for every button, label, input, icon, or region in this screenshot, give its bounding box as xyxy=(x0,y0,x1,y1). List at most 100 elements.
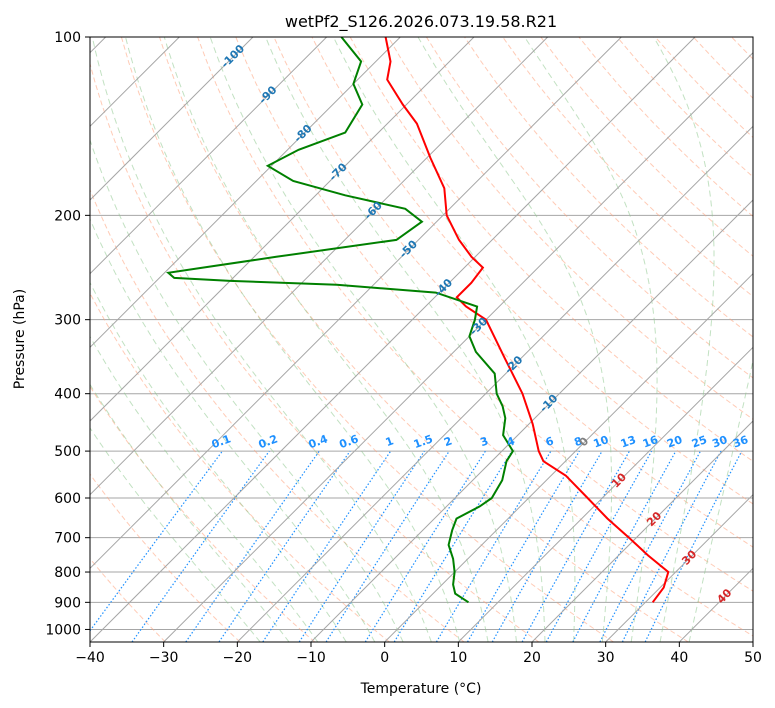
mixing-ratio-line xyxy=(131,450,270,642)
x-tick-label: 40 xyxy=(670,650,688,666)
mixing-ratio-label: 20 xyxy=(665,433,684,451)
dry-adiabat-line xyxy=(90,188,465,642)
isotherm-line xyxy=(90,37,328,275)
line-labels: 0.1 0.2 0.4 0.6 1 1.5 2 3 4 6 8 10 13 16 20 25 30 36-100-… xyxy=(210,42,750,606)
mixing-ratio-label: 3 xyxy=(478,434,490,449)
dry-adiabat-line xyxy=(349,37,753,462)
x-tick-label: −20 xyxy=(223,650,253,666)
mixing-ratio-label: 16 xyxy=(641,433,660,451)
isotherm-line xyxy=(236,125,753,642)
y-tick-label: 400 xyxy=(54,387,81,403)
mixing-ratio-line xyxy=(621,450,722,642)
isotherm-line xyxy=(457,346,753,642)
mixing-ratio-label: 30 xyxy=(710,433,729,451)
x-tick-label: 0 xyxy=(380,650,389,666)
isotherm-line xyxy=(90,37,696,642)
moist-adiabat-line xyxy=(90,427,261,642)
mixing-ratio-label: 0.6 xyxy=(338,432,361,451)
y-tick-label: 100 xyxy=(54,30,81,46)
mixing-ratio-line xyxy=(90,450,223,632)
dry-adiabat-line xyxy=(90,473,241,642)
mixing-ratio-line xyxy=(572,450,677,642)
x-tick-label: 20 xyxy=(523,650,541,666)
isotherm-line xyxy=(90,37,549,496)
moist-adiabat-line xyxy=(90,383,290,642)
mixing-ratio-line xyxy=(393,450,513,642)
y-tick-label: 900 xyxy=(54,595,81,611)
mixing-ratio-label: 0.2 xyxy=(257,432,280,451)
moist-adiabat-line xyxy=(90,335,319,642)
mixing-ratio-label: 13 xyxy=(619,433,638,450)
mixing-ratio-line xyxy=(185,450,320,642)
background-lines xyxy=(90,37,753,642)
dry-adiabat-line xyxy=(90,292,390,642)
mixing-ratio-line xyxy=(599,450,702,642)
dry-adiabat-line xyxy=(120,37,614,642)
x-axis-label: Temperature (°C) xyxy=(360,681,482,697)
y-tick-label: 600 xyxy=(54,491,81,507)
plot-frame xyxy=(89,36,754,643)
sounding-profiles xyxy=(166,37,670,604)
isotherm-line xyxy=(310,199,753,642)
x-axis-ticks: −40 −30 −20 −10 0 10 20 30 40 50 xyxy=(75,642,762,666)
y-tick-label: 1000 xyxy=(45,622,81,638)
mixing-ratio-label: 10 xyxy=(592,433,611,451)
mixing-ratio-label: 1 xyxy=(384,434,396,449)
y-axis-label: Pressure (hPa) xyxy=(12,289,28,389)
mixing-ratio-line xyxy=(218,450,351,642)
mixing-ratio-line xyxy=(521,450,631,642)
dry-adiabat-line xyxy=(159,37,689,642)
mixing-ratio-label: 6 xyxy=(544,434,556,449)
isotherm-line xyxy=(90,37,622,570)
moist-adiabat-line xyxy=(163,37,489,642)
mixing-ratio-label: 8 xyxy=(572,434,584,449)
dry-adiabat-line xyxy=(425,37,753,379)
x-tick-label: −10 xyxy=(296,650,326,666)
x-tick-label: 10 xyxy=(449,650,467,666)
moist-adiabat-line xyxy=(90,281,347,642)
x-tick-label: 50 xyxy=(744,650,762,666)
dry-adiabat-line xyxy=(90,557,166,642)
mixing-ratio-label: 0.4 xyxy=(307,432,330,451)
mixing-ratio-label: 0.1 xyxy=(210,432,233,451)
y-tick-label: 800 xyxy=(54,565,81,581)
dry-adiabat-line xyxy=(90,62,540,642)
mixing-ratio-line xyxy=(262,450,392,642)
mixing-ratio-line xyxy=(644,450,743,642)
mixing-ratio-line xyxy=(545,450,653,642)
x-tick-label: −30 xyxy=(149,650,179,666)
dry-adiabat-line xyxy=(235,37,753,592)
isotherm-line xyxy=(384,272,753,642)
isotherm-line xyxy=(163,51,753,642)
dry-adiabat-line xyxy=(273,37,753,548)
moist-adiabat-line xyxy=(653,37,715,642)
moist-adiabat-line xyxy=(417,37,612,642)
y-axis-ticks: 100 200 300 400 500 600 700 800 900 1000 xyxy=(45,30,90,638)
mixing-ratio-line xyxy=(325,450,450,642)
mixing-ratio-label: 2 xyxy=(442,434,454,449)
chart-title: wetPf2_S126.2026.073.19.58.R21 xyxy=(285,12,557,32)
moist-adiabat-line xyxy=(265,37,546,642)
moist-adiabat-line xyxy=(91,37,432,642)
isotherm-line xyxy=(605,493,753,642)
mixing-ratio-line xyxy=(298,450,425,642)
moist-adiabat-line xyxy=(524,37,658,642)
isotherm-line xyxy=(90,37,254,201)
moist-adiabat-line xyxy=(688,358,753,642)
dry-adiabat-line xyxy=(464,37,753,338)
mixing-ratio-label: 36 xyxy=(731,433,750,451)
x-tick-label: 30 xyxy=(597,650,615,666)
isotherm-line xyxy=(90,37,475,422)
mixing-ratio-line xyxy=(364,450,486,642)
dewpoint-profile-line xyxy=(166,37,515,604)
moist-adiabat-line xyxy=(125,37,461,642)
mixing-ratio-label: 4 xyxy=(505,434,517,449)
isotherm-line xyxy=(90,37,401,349)
mixing-ratio-label: 25 xyxy=(690,433,709,450)
y-tick-label: 300 xyxy=(54,313,81,329)
mixing-ratio-label: 1.5 xyxy=(412,432,435,451)
y-tick-label: 500 xyxy=(54,444,81,460)
dry-adiabat-line xyxy=(197,37,753,637)
mixing-ratio-line xyxy=(435,450,552,642)
